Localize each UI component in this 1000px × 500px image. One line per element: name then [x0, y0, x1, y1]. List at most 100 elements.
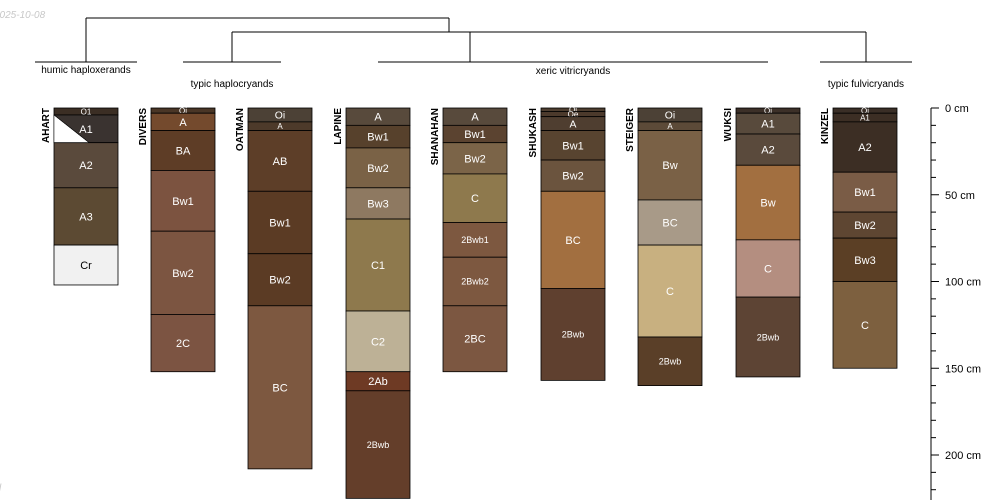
dendrogram — [35, 17, 912, 63]
horizon-2bwb: 2Bwb — [637, 336, 703, 386]
horizon-a1: A1 — [53, 114, 119, 144]
horizon-bw2: Bw2 — [150, 230, 216, 315]
horizon-bw2: Bw2 — [540, 159, 606, 192]
profile-shanahan: SHANAHAN A Bw1 Bw2 C 2Bwb1 2Bwb2 2BC — [430, 107, 508, 373]
profile-name: SHANAHAN — [430, 108, 441, 165]
profile-name: OATMAN — [235, 108, 246, 151]
horizon-label: A1 — [761, 119, 774, 131]
group-label-xeric-vitricryands: xeric vitricryands — [536, 66, 610, 77]
horizon-c: C — [832, 281, 898, 369]
depth-tick-label: 200 cm — [945, 450, 981, 462]
horizon-label: A — [277, 122, 283, 131]
horizon-fill — [150, 314, 216, 373]
profile-name: STEIGER — [625, 107, 636, 152]
horizon-2bwb: 2Bwb — [540, 288, 606, 381]
horizon-bw3: Bw3 — [345, 187, 411, 220]
horizon-label: AB — [273, 156, 288, 168]
horizon-fill — [442, 142, 508, 175]
horizon-fill — [53, 244, 119, 286]
horizon-label: Oi — [764, 106, 772, 115]
horizon-c: C — [637, 244, 703, 338]
horizon-c: C — [735, 239, 801, 298]
group-labels: humic haploxerands typic haplocryands xe… — [41, 65, 904, 90]
horizon-bw: Bw — [637, 130, 703, 201]
horizon-label: A — [374, 112, 382, 124]
horizon-label: Bw1 — [464, 129, 485, 141]
profile-name: AHART — [41, 108, 52, 143]
horizon-fill — [442, 305, 508, 373]
horizon-label: Bw2 — [464, 153, 485, 165]
group-label-typic-fulvicryands: typic fulvicryands — [828, 79, 904, 90]
horizon-bw: Bw — [735, 164, 801, 241]
horizon-label: BC — [272, 382, 287, 394]
footer-fragment: l — [0, 483, 2, 494]
horizon-a: A — [540, 116, 606, 131]
horizon-c1: C1 — [345, 218, 411, 312]
horizon-fill — [832, 121, 898, 173]
horizon-fill — [247, 130, 313, 192]
horizon-label: 2Bwb1 — [461, 235, 489, 245]
horizon-bw2: Bw2 — [345, 147, 411, 189]
horizon-a: A — [345, 107, 411, 126]
horizon-label: 2BC — [464, 334, 485, 346]
horizon-label: 2Bwb — [659, 357, 682, 367]
horizon-a2: A2 — [832, 121, 898, 173]
depth-tick-label: 0 cm — [945, 103, 969, 115]
horizon-fill — [735, 133, 801, 166]
horizon-bw2: Bw2 — [442, 142, 508, 175]
horizon-label: Oi — [665, 111, 675, 122]
horizon-label: BC — [565, 235, 580, 247]
profile-ahart: AHART O1 A1 A2 A3 Cr — [41, 107, 119, 286]
horizon-fill — [442, 222, 508, 258]
profile-name: WUKSI — [723, 108, 734, 142]
horizon-a1: A1 — [735, 112, 801, 135]
horizon-bw3: Bw3 — [832, 237, 898, 282]
profile-oatman: OATMAN OiA AB Bw1 Bw2 BC — [235, 107, 313, 470]
horizon-label: 2C — [176, 338, 190, 350]
horizon-label: A2 — [761, 145, 774, 157]
horizon-bw1: Bw1 — [442, 124, 508, 144]
horizon-label: Bw2 — [562, 171, 583, 183]
horizon-oi: Oi — [247, 107, 313, 123]
horizon-label: C1 — [371, 260, 385, 272]
horizon-label: C — [861, 320, 869, 332]
horizon-label: A3 — [79, 211, 92, 223]
horizon-label: Oi — [179, 106, 187, 115]
horizon-label: Cr — [80, 260, 92, 272]
profile-name: LAPINE — [333, 108, 344, 145]
profile-lapine: LAPINE A Bw1 Bw2 Bw3 C1 C2 2Ab 2Bwb — [333, 107, 411, 499]
horizon-fill — [150, 230, 216, 315]
horizon-label: Bw — [662, 160, 677, 172]
profile-name: SHUKASH — [528, 108, 539, 157]
horizon-fill — [442, 173, 508, 223]
horizon-label: Bw2 — [172, 268, 193, 280]
horizon-label: A1 — [860, 113, 870, 122]
horizon-label: 2Bwb — [757, 332, 780, 342]
horizon-label: A2 — [858, 142, 871, 154]
horizon-2bwb: 2Bwb — [345, 390, 411, 499]
horizon-bc: BC — [247, 305, 313, 470]
profile-wuksi: WUKSI Oi A1 A2 Bw C 2Bwb — [723, 106, 801, 378]
group-label-humic-haploxerands: humic haploxerands — [41, 65, 131, 76]
horizon-fill — [247, 253, 313, 307]
horizon-fill — [345, 187, 411, 220]
horizon-fill — [637, 199, 703, 246]
horizon-label: A — [667, 122, 673, 131]
horizon-ba: BA — [150, 130, 216, 171]
horizon-label: Bw2 — [269, 275, 290, 287]
depth-tick-label: 150 cm — [945, 363, 981, 375]
horizon-bw1: Bw1 — [150, 170, 216, 232]
horizon-label: Bw — [760, 198, 775, 210]
horizon-a2: A2 — [53, 142, 119, 189]
horizon-bw2: Bw2 — [247, 253, 313, 307]
horizon-label: C — [666, 286, 674, 298]
horizon-label: 2Bwb — [367, 440, 390, 450]
horizon-bw1: Bw1 — [345, 124, 411, 149]
horizon-fill — [150, 130, 216, 171]
horizon-label: Bw1 — [269, 217, 290, 229]
horizon-c2: C2 — [345, 310, 411, 373]
horizon-ab: AB — [247, 130, 313, 192]
